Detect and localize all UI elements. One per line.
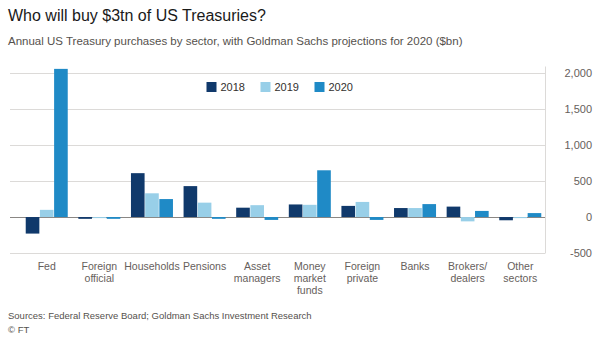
x-tick-label: Pensions (183, 260, 226, 272)
legend-label: 2019 (275, 81, 299, 93)
y-tick-label: -500 (570, 247, 592, 259)
bar (236, 208, 250, 217)
grid-line (10, 73, 545, 74)
grid-line (10, 109, 545, 110)
y-tick-label: 2,000 (564, 67, 592, 79)
bar (317, 170, 331, 217)
x-tick-label-line: Banks (400, 260, 429, 272)
x-tick-label: Brokers/dealers (448, 260, 487, 284)
bar (26, 217, 40, 234)
grid-line (10, 181, 545, 182)
grid-line (10, 145, 545, 146)
x-tick-label: Othersectors (503, 260, 537, 284)
bar (250, 205, 264, 217)
x-tick-label-line: funds (297, 284, 323, 296)
bar (212, 217, 226, 219)
chart: Who will buy $3tn of US Treasuries? Annua… (0, 0, 605, 341)
x-tick-label-line: Brokers/ (448, 260, 487, 272)
x-tick-label-line: Foreign (345, 260, 381, 272)
y-tick: -500 (545, 247, 592, 259)
bar (265, 217, 279, 220)
bar-series (26, 173, 513, 233)
bar (303, 205, 317, 217)
bar (54, 69, 68, 217)
bar (528, 213, 542, 217)
x-tick-label-line: managers (234, 272, 281, 284)
source: Sources: Federal Reserve Board; Goldman … (8, 310, 312, 321)
bar (370, 217, 384, 220)
x-tick-label: Banks (400, 260, 429, 272)
legend-label: 2020 (329, 81, 353, 93)
x-tick-label: Foreignofficial (82, 260, 118, 284)
bar (198, 203, 212, 217)
bar (78, 217, 92, 219)
bar (131, 173, 145, 217)
x-tick-label: Fed (38, 260, 56, 272)
x-tick-label: Moneymarketfunds (294, 260, 327, 296)
legend: 2018 2019 2020 (207, 81, 353, 93)
bar (447, 207, 461, 217)
legend-swatch (315, 82, 325, 92)
bar-series (54, 69, 541, 220)
grid-line (10, 253, 545, 254)
x-tick-label: Foreignprivate (345, 260, 381, 284)
x-tick-label-line: private (347, 272, 379, 284)
x-tick-label-line: Foreign (82, 260, 118, 272)
bar (107, 217, 121, 219)
grid (10, 73, 545, 253)
y-tick-label: 0 (586, 211, 592, 223)
bar (341, 206, 355, 217)
x-tick-label-line: sectors (503, 272, 537, 284)
x-tick-label-line: Money (294, 260, 326, 272)
y-tick: 1,500 (545, 103, 592, 115)
bar (408, 208, 422, 217)
bar (159, 199, 173, 217)
bar (422, 204, 436, 217)
subtitle: Annual US Treasury purchases by sector, … (8, 35, 463, 47)
bar (184, 186, 198, 217)
bar (513, 217, 527, 218)
bar (461, 217, 475, 221)
bar (40, 210, 54, 217)
y-tick: 500 (545, 175, 592, 187)
title: Who will buy $3tn of US Treasuries? (8, 7, 266, 24)
x-tick-label-line: Pensions (183, 260, 226, 272)
bar (93, 217, 107, 218)
axis-line (545, 67, 546, 254)
x-tick-label-line: Households (124, 260, 179, 272)
x-tick-label-line: Fed (38, 260, 56, 272)
y-tick-label: 1,000 (564, 139, 592, 151)
legend-label: 2018 (221, 81, 245, 93)
legend-swatch (207, 82, 217, 92)
bar (289, 204, 303, 217)
credit: © FT (8, 324, 29, 335)
x-tick-label-line: Asset (244, 260, 270, 272)
x-tick-label-line: Other (507, 260, 534, 272)
y-tick: 1,000 (545, 139, 592, 151)
x-tick-label-line: dealers (450, 272, 484, 284)
bar (356, 202, 370, 217)
bar-series (40, 193, 527, 221)
bar (475, 211, 489, 217)
bar (145, 193, 159, 217)
bar (499, 217, 513, 220)
y-axis: -500 0 500 1,000 1,500 2,000 (545, 67, 592, 260)
bars (26, 69, 542, 234)
bar (394, 208, 408, 217)
legend-swatch (261, 82, 271, 92)
y-tick: 0 (545, 211, 592, 223)
x-tick-label-line: market (294, 272, 326, 284)
y-tick-label: 1,500 (564, 103, 592, 115)
x-tick-label-line: official (85, 272, 115, 284)
y-tick: 2,000 (545, 67, 592, 79)
y-tick-label: 500 (574, 175, 592, 187)
x-tick-label: Households (124, 260, 179, 272)
x-tick-label: Assetmanagers (234, 260, 281, 284)
x-axis: FedForeignofficialHouseholdsPensionsAsse… (38, 260, 538, 296)
